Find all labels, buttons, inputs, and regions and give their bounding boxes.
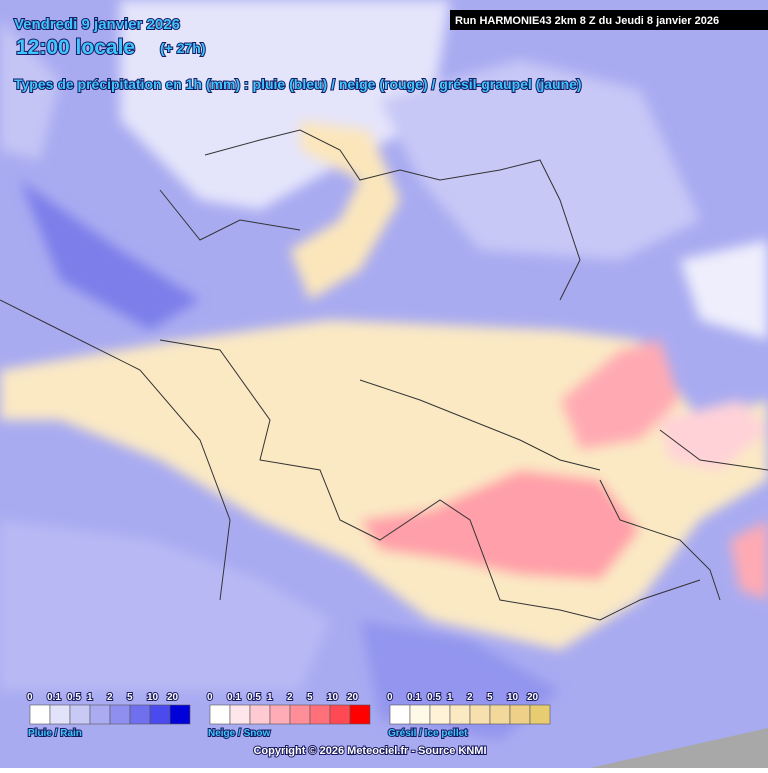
legend-swatch [529,704,551,725]
legend-tick: 20 [347,692,359,703]
legend-tick: 0 [27,692,33,703]
legend-tick: 20 [167,692,179,703]
legend-label: Grésil / Ice pellet [388,728,468,739]
legend-tick: 2 [467,692,473,703]
copyright: Copyright © 2026 Meteociel.fr - Source K… [253,745,486,757]
legend-tick: 0 [387,692,393,703]
legend-tick: 0.5 [67,692,81,703]
legend-swatch [429,704,451,725]
time: 12:00 locale [16,36,135,59]
legend-tick: 1 [447,692,453,703]
legend-swatch [309,704,331,725]
legend-swatch [249,704,271,725]
borders [0,129,768,621]
legend-tick: 5 [307,692,313,703]
legend-tick: 10 [507,692,519,703]
legend-tick: 0 [207,692,213,703]
legend-swatch [449,704,471,725]
legend-tick: 5 [127,692,133,703]
legend-swatch [49,704,71,725]
legend-swatch [69,704,91,725]
legend-swatch [269,704,291,725]
legend-swatch [469,704,491,725]
legend-swatch [409,704,431,725]
legend-tick: 2 [107,692,113,703]
legend-tick: 1 [267,692,273,703]
run-box [450,10,768,30]
legend-tick: 10 [327,692,339,703]
legend-tick: 0.1 [227,692,241,703]
legend-swatch [89,704,111,725]
legend-swatch [349,704,371,725]
date: Vendredi 9 janvier 2026 [14,16,180,33]
legend-swatch [169,704,191,725]
legend-tick: 2 [287,692,293,703]
legend-label: Neige / Snow [208,728,270,739]
legend-swatch [489,704,511,725]
run-info: Run HARMONIE43 2km 8 Z du Jeudi 8 janvie… [455,15,719,27]
legend-tick: 5 [487,692,493,703]
legend-swatch [209,704,231,725]
legend-swatch [129,704,151,725]
legend-swatch [29,704,51,725]
legend-tick: 10 [147,692,159,703]
legend-swatch [149,704,171,725]
legend-swatch [109,704,131,725]
legend-swatch [289,704,311,725]
legend-swatch [389,704,411,725]
legend-swatch [329,704,351,725]
legend-label: Pluie / Rain [28,728,82,739]
legend-tick: 0.1 [47,692,61,703]
subtitle: Types de précipitation en 1h (mm) : plui… [14,76,582,92]
legend-tick: 0.1 [407,692,421,703]
legend-swatch [229,704,251,725]
legend-tick: 20 [527,692,539,703]
legend-tick: 1 [87,692,93,703]
legend-tick: 0.5 [427,692,441,703]
legend-swatch [509,704,531,725]
off-domain [590,728,768,768]
lead-time: (+ 27h) [160,40,206,56]
legend-tick: 0.5 [247,692,261,703]
